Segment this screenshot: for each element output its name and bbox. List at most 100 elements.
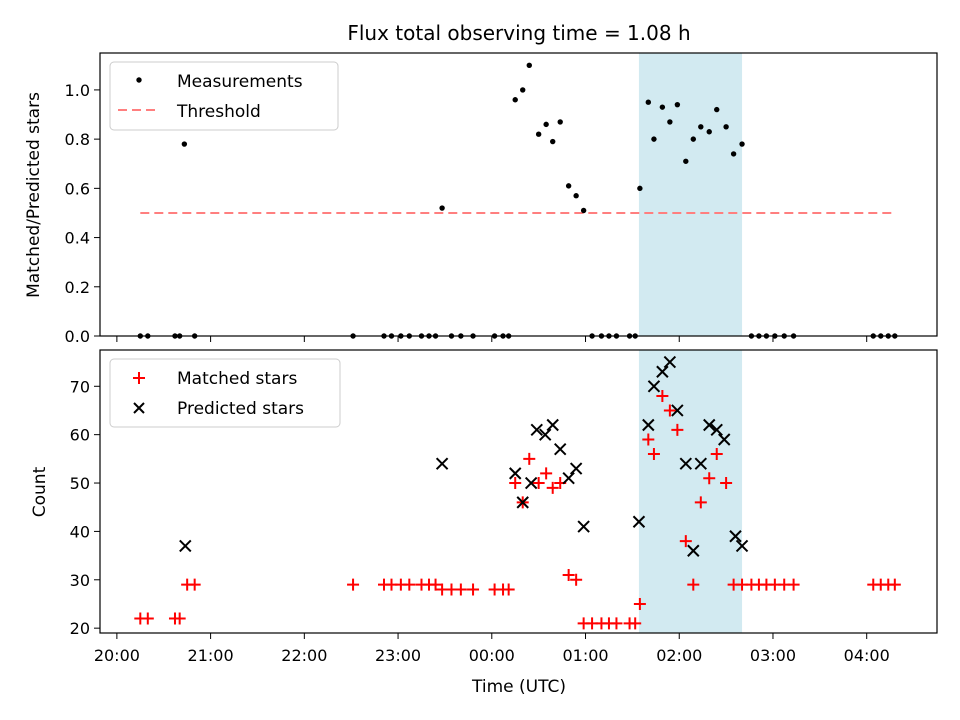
predicted-star-point (656, 365, 669, 378)
predicted-star-point (647, 380, 661, 393)
predicted-star-point (435, 457, 449, 470)
measurement-point (674, 101, 681, 108)
legend-matched-marker (133, 372, 145, 384)
count-panel: 20 30 40 50 60 70 20:00 21:00 22:00 23:00 00:00 01… (30, 349, 938, 697)
predicted-star-point (663, 355, 677, 369)
count-y-tick-label: 20 (70, 619, 90, 638)
predicted-star-point (569, 462, 583, 475)
count-x-axis: 20:00 21:00 22:00 23:00 00:00 01:00 02:00 03:00… (94, 633, 890, 665)
matched-star-point (687, 578, 700, 591)
predicted-star-point (632, 515, 646, 528)
predicted-star-point (562, 471, 575, 485)
matched-star-point (610, 617, 623, 630)
ratio-plot-frame (99, 52, 938, 337)
count-highlight-span (638, 350, 743, 633)
ratio-legend: Measurements Threshold (109, 61, 339, 131)
chart-title: Flux total observing time = 1.08 h (347, 21, 690, 45)
matched-star-point (546, 481, 559, 494)
predicted-star-point (703, 418, 716, 432)
matched-stars-series (134, 389, 901, 630)
matched-star-point (656, 389, 669, 402)
predicted-star-point (694, 457, 708, 470)
matched-star-point (633, 597, 646, 610)
matched-star-point (888, 578, 901, 591)
count-y-tick-label: 60 (70, 426, 90, 445)
matched-star-point (629, 617, 642, 630)
ratio-panel: 0.0 0.2 0.4 0.6 0.8 1.0 Matched/Predicted sta… (24, 52, 938, 346)
ratio-y-tick-label: 0.2 (65, 278, 90, 297)
count-y-tick-label: 30 (70, 571, 90, 590)
measurement-point (690, 136, 697, 142)
measurement-point (439, 205, 445, 211)
predicted-star-point (577, 520, 590, 533)
x-axis-label: Time (UTC) (471, 677, 566, 697)
count-legend: Matched stars Predicted stars (109, 358, 341, 428)
ratio-y-tick-label: 0.4 (65, 229, 90, 248)
x-tick-label: 02:00 (656, 646, 702, 665)
x-tick-label: 20:00 (94, 646, 140, 665)
matched-star-point (532, 477, 545, 490)
matched-star-point (642, 433, 655, 446)
matched-star-point (671, 423, 684, 436)
matched-star-point (570, 573, 583, 586)
count-y-axis: 20 30 40 50 60 70 (70, 377, 100, 638)
measurement-point (550, 138, 556, 145)
legend-predicted-label: Predicted stars (177, 399, 304, 419)
x-tick-label: 23:00 (375, 646, 421, 665)
matched-star-point (429, 578, 442, 591)
predicted-star-point (710, 423, 723, 437)
x-tick-label: 21:00 (188, 646, 234, 665)
legend-predicted-marker (133, 402, 145, 414)
predicted-star-point (509, 467, 522, 480)
measurement-point (580, 207, 587, 214)
x-tick-label: 00:00 (469, 646, 515, 665)
matched-star-point (467, 583, 480, 596)
matched-star-point (694, 496, 707, 509)
matched-star-point (710, 448, 723, 461)
matched-star-point (562, 568, 575, 581)
count-y-axis-label: Count (30, 466, 50, 517)
matched-star-point (540, 467, 553, 480)
predicted-star-point (687, 544, 700, 557)
matched-star-point (787, 578, 800, 591)
ratio-x-ticks (116, 336, 868, 342)
predicted-star-point (679, 457, 693, 470)
matched-star-point (509, 477, 522, 490)
measurement-point (706, 129, 712, 135)
measurement-point (543, 121, 549, 128)
measurement-point (645, 99, 652, 105)
predicted-star-point (530, 423, 543, 437)
matched-star-point (663, 404, 676, 417)
measurement-point (714, 106, 720, 113)
measurement-point (565, 183, 572, 189)
matched-star-point (403, 578, 416, 591)
matched-star-point (647, 448, 660, 461)
measurement-point (526, 62, 532, 69)
matched-star-point (188, 578, 201, 591)
count-y-tick-label: 70 (70, 377, 90, 396)
matched-star-point (347, 578, 360, 591)
x-tick-label: 03:00 (750, 646, 796, 665)
predicted-star-point (179, 539, 192, 553)
count-y-tick-label: 50 (70, 474, 90, 493)
measurement-point (520, 87, 526, 93)
ratio-y-tick-label: 1.0 (65, 81, 90, 100)
ratio-y-tick-label: 0.8 (65, 130, 90, 149)
predicted-star-point (718, 433, 731, 446)
legend-measurements-label: Measurements (177, 72, 303, 92)
predicted-star-point (516, 496, 529, 509)
predicted-stars-series (179, 355, 749, 557)
predicted-star-point (729, 530, 742, 543)
count-plot-frame (99, 349, 938, 634)
count-y-tick-label: 40 (70, 522, 90, 541)
measurement-point (659, 104, 666, 110)
measurement-point (667, 119, 673, 125)
predicted-star-point (554, 442, 567, 456)
legend-measurement-marker (136, 77, 142, 83)
measurement-point (573, 193, 579, 199)
legend-matched-label: Matched stars (177, 369, 297, 389)
measurement-point (637, 185, 643, 192)
measurement-point (651, 136, 657, 142)
matched-star-point (703, 472, 716, 485)
